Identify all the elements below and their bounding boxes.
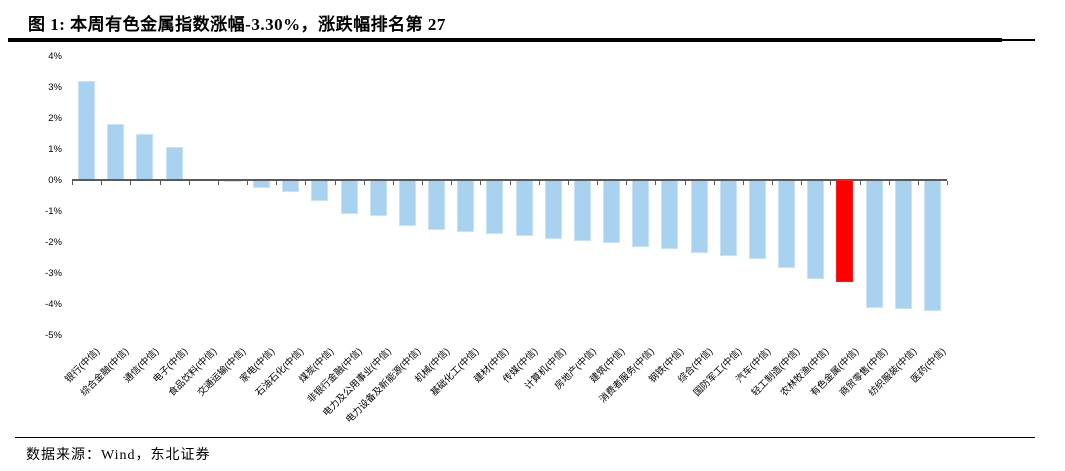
x-axis-tick	[772, 181, 773, 185]
y-axis-tick-label: -4%	[45, 298, 62, 310]
x-axis-tick	[626, 181, 628, 185]
bar	[515, 180, 533, 237]
bar	[661, 180, 679, 250]
bar	[923, 180, 941, 312]
x-axis-tick	[451, 181, 453, 185]
bar	[253, 180, 271, 189]
x-axis-tick	[72, 181, 73, 185]
x-axis-line	[72, 179, 947, 181]
x-axis-tick	[742, 181, 744, 185]
bar	[457, 180, 475, 233]
x-axis-tick	[247, 181, 248, 185]
y-axis-tick-label: 2%	[48, 112, 62, 124]
bar	[778, 180, 796, 269]
x-axis-tick	[917, 181, 919, 185]
x-axis-tick	[392, 181, 394, 185]
x-axis-tick	[567, 181, 569, 185]
title-underline-thin-extension	[1002, 39, 1035, 41]
x-axis-tick	[684, 181, 686, 185]
x-axis-tick	[101, 181, 103, 185]
y-axis-tick-label: 1%	[48, 143, 62, 155]
x-axis-tick	[947, 181, 948, 185]
bar	[894, 180, 912, 310]
bar	[690, 180, 708, 253]
bar	[78, 81, 96, 180]
x-axis-tick	[509, 181, 511, 185]
bar	[603, 180, 621, 243]
y-axis-tick-label: -1%	[45, 205, 62, 217]
x-axis-tick	[305, 181, 307, 185]
bar	[282, 180, 300, 192]
figure-title: 图 1: 本周有色金属指数涨幅-3.30%，涨跌幅排名第 27	[28, 15, 446, 34]
bar	[719, 180, 737, 256]
bar-chart: 4% 3% 2% 1% 0% -1% -2% -3% -4% -5% 银行(中信) 综合金融(中信) 通…	[45, 50, 948, 426]
bar	[340, 180, 358, 215]
x-axis-tick	[655, 181, 657, 185]
bar	[398, 180, 416, 226]
x-axis-tick	[713, 181, 715, 185]
x-axis-tick	[159, 181, 161, 185]
x-axis-tick	[801, 181, 803, 185]
bar	[544, 180, 562, 239]
bar	[748, 180, 766, 260]
bar	[807, 180, 825, 280]
bar-highlighted	[836, 180, 854, 283]
x-axis-tick	[480, 181, 482, 185]
bar	[865, 180, 883, 309]
bar	[486, 180, 504, 234]
x-axis-tick	[830, 181, 832, 185]
x-axis-tick	[188, 181, 190, 185]
bar	[107, 124, 125, 180]
x-axis-tick	[130, 181, 132, 185]
y-axis-tick-label: -5%	[45, 329, 62, 341]
y-axis-tick-label: 4%	[48, 50, 62, 62]
x-axis-tick	[859, 181, 861, 185]
x-axis-tick	[276, 181, 278, 185]
bar	[573, 180, 591, 241]
footer-divider	[15, 437, 1035, 438]
y-axis-tick-label: 3%	[48, 81, 62, 93]
x-axis-tick	[538, 181, 540, 185]
x-axis-tick	[363, 181, 365, 185]
x-axis-tick	[597, 181, 598, 185]
bar	[136, 134, 154, 180]
title-underline-thick	[8, 38, 1002, 42]
y-axis-tick-label: -2%	[45, 236, 62, 248]
bar	[428, 180, 446, 231]
x-axis-tick	[334, 181, 336, 185]
data-source-note: 数据来源：Wind，东北证券	[26, 448, 211, 463]
bar	[165, 146, 183, 180]
bar	[369, 180, 387, 216]
x-axis-tick	[217, 181, 219, 185]
y-axis-tick-label: -3%	[45, 267, 62, 279]
bar	[311, 180, 329, 202]
y-axis-tick-label: 0%	[48, 174, 62, 186]
x-axis-tick	[888, 181, 890, 185]
x-axis-tick	[422, 181, 423, 185]
bar	[632, 180, 650, 247]
